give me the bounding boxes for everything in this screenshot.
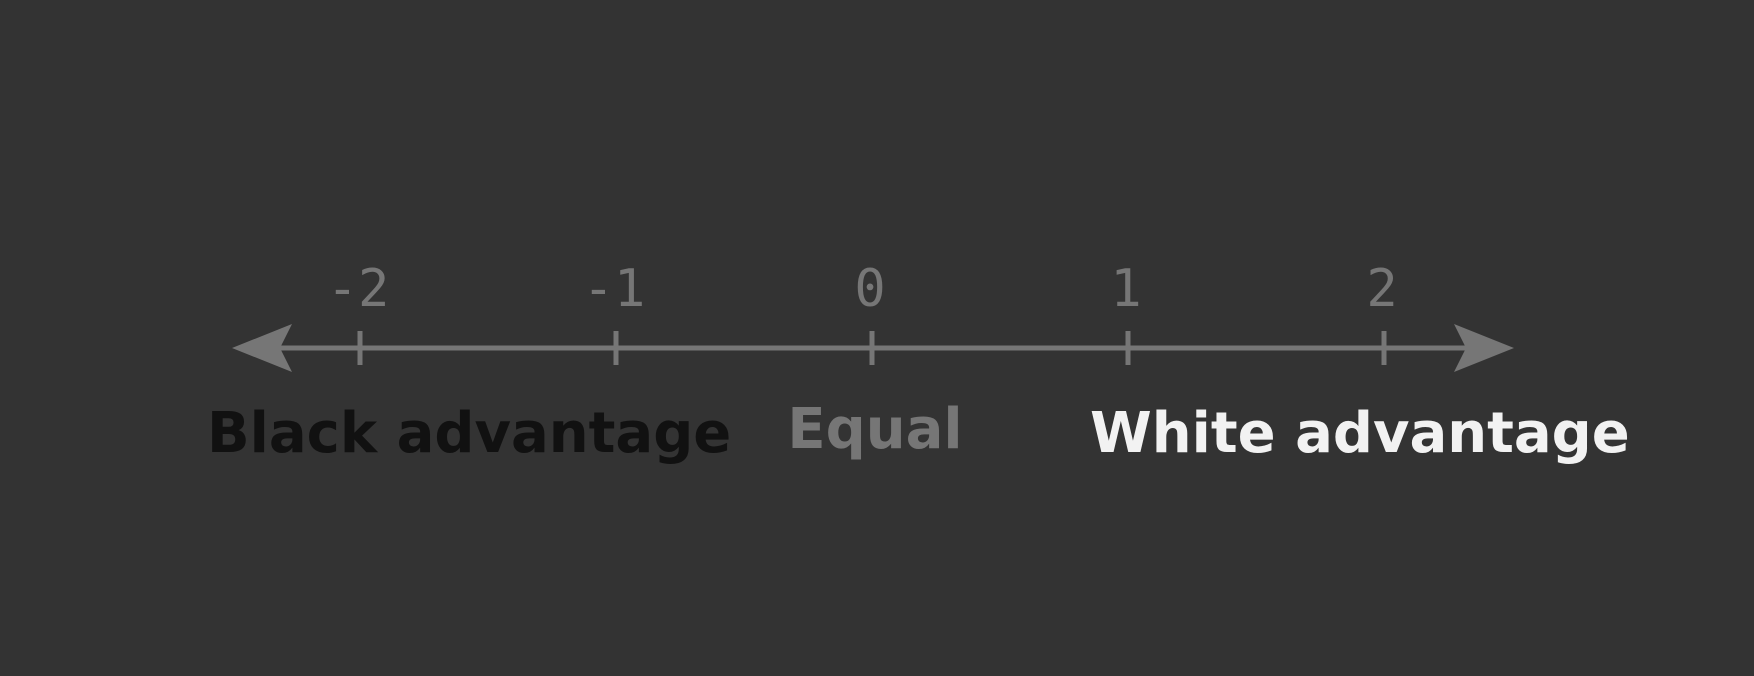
tick-labels-group: -2 -1 0 1 2 xyxy=(327,259,1398,319)
left-arrowhead xyxy=(232,324,292,372)
tick-label: 0 xyxy=(854,259,885,319)
white-advantage-caption: White advantage xyxy=(1090,401,1630,466)
tick-label: 1 xyxy=(1110,259,1141,319)
equal-caption: Equal xyxy=(787,397,962,462)
black-advantage-caption: Black advantage xyxy=(207,401,731,466)
tick-label: -2 xyxy=(327,259,390,319)
tick-label: -1 xyxy=(583,259,646,319)
captions-group: Black advantage Equal White advantage xyxy=(207,397,1630,466)
tick-label: 2 xyxy=(1366,259,1397,319)
right-arrowhead xyxy=(1454,324,1514,372)
ticks-group xyxy=(357,331,1387,365)
